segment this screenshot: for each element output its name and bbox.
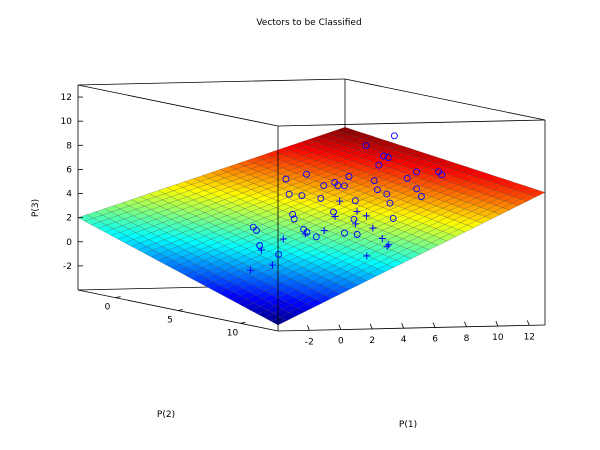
circle-point [312,233,320,241]
axis-ticks: -2 0 2 4 6 8 10 12 -2 0 2 4 6 8 10 12 0 5 10 [61,93,535,347]
plus-point [301,230,309,238]
z-tick-label: 10 [61,117,73,127]
x-tick-label: 0 [338,337,344,347]
x-tick [338,324,342,330]
circle-point [282,175,290,183]
circle-point [275,250,283,258]
z-tick-label: 12 [61,93,72,103]
circle-point [386,199,394,207]
circle-point [390,132,398,140]
circle-point [249,223,257,231]
circle-point [330,208,337,216]
circle-point [289,210,297,218]
x-tick-label: -2 [305,337,314,347]
plus-point [363,252,371,260]
plus-point [336,197,344,205]
plus-point [279,235,287,243]
plus-point [352,220,360,228]
box-edge [277,119,546,127]
z-tick-label: 6 [66,165,72,175]
plus-point [268,261,276,269]
y-tick-label: 0 [105,303,111,313]
y-tick [177,309,184,311]
x-tick [464,321,467,327]
circle-point [413,185,421,193]
circle-point [380,152,387,160]
circle-point [334,182,342,190]
circle-point [317,194,325,202]
chart-title: Vectors to be Classified [256,18,361,28]
x-axis-label: P(1) [399,420,417,430]
box-edge [344,78,546,121]
circle-point [417,193,425,200]
x-tick-label: 4 [401,335,407,345]
plus-point [362,212,370,220]
z-tick-label: 0 [66,238,72,248]
y-tick [240,321,246,324]
x-tick-label: 12 [524,332,535,342]
circle-point [373,186,381,194]
y-tick-label: 5 [167,316,173,326]
circle-point [303,170,310,178]
x-tick [401,323,405,329]
x-tick-label: 8 [464,334,470,344]
plus-point [331,213,339,221]
circle-point [389,214,397,222]
circle-point [375,161,383,169]
plus-point [385,241,393,249]
data-points [246,132,446,274]
surface-plane [77,127,546,326]
plus-point [353,207,361,215]
circle-point [345,173,353,180]
circle-point [303,228,311,236]
circle-point [362,142,370,150]
circle-point [370,177,378,185]
x-tick [526,320,530,326]
circle-point [298,192,306,200]
box-edge [77,84,279,127]
x-tick-label: 10 [492,333,504,343]
x-tick-label: 2 [369,336,375,346]
plus-point [257,246,265,254]
x-tick [495,320,499,327]
plus-point [320,227,328,235]
circle-point [320,182,328,190]
z-tick-label: -2 [63,262,72,272]
box-edge [277,324,546,332]
box-edge [77,78,346,86]
circle-point [350,215,358,223]
y-tick [115,296,121,299]
circle-point [341,229,348,237]
y-tick-label: 10 [227,328,239,338]
circle-point [340,182,348,190]
plus-point [369,224,377,232]
circle-point [290,215,298,223]
plus-point [246,266,254,274]
circle-point [351,197,359,205]
circle-point [383,190,391,198]
x-tick-label: 6 [432,334,438,344]
circle-point [413,168,420,176]
z-tick-label: 2 [66,214,72,224]
y-axis-label: P(2) [157,410,175,420]
circle-point [384,154,392,161]
circle-point [403,174,411,182]
circle-point [256,242,264,249]
x-tick [369,323,373,330]
circle-point [438,171,446,179]
plus-point [383,242,391,250]
axes-box-front [277,78,546,332]
x-tick [432,322,436,328]
z-tick-label: 4 [66,190,72,200]
z-tick-label: 8 [66,141,72,151]
x-tick [307,325,310,331]
plus-point [378,235,386,243]
circle-point [353,231,361,238]
z-axis-label: P(3) [31,199,41,217]
circle-point [285,190,293,198]
